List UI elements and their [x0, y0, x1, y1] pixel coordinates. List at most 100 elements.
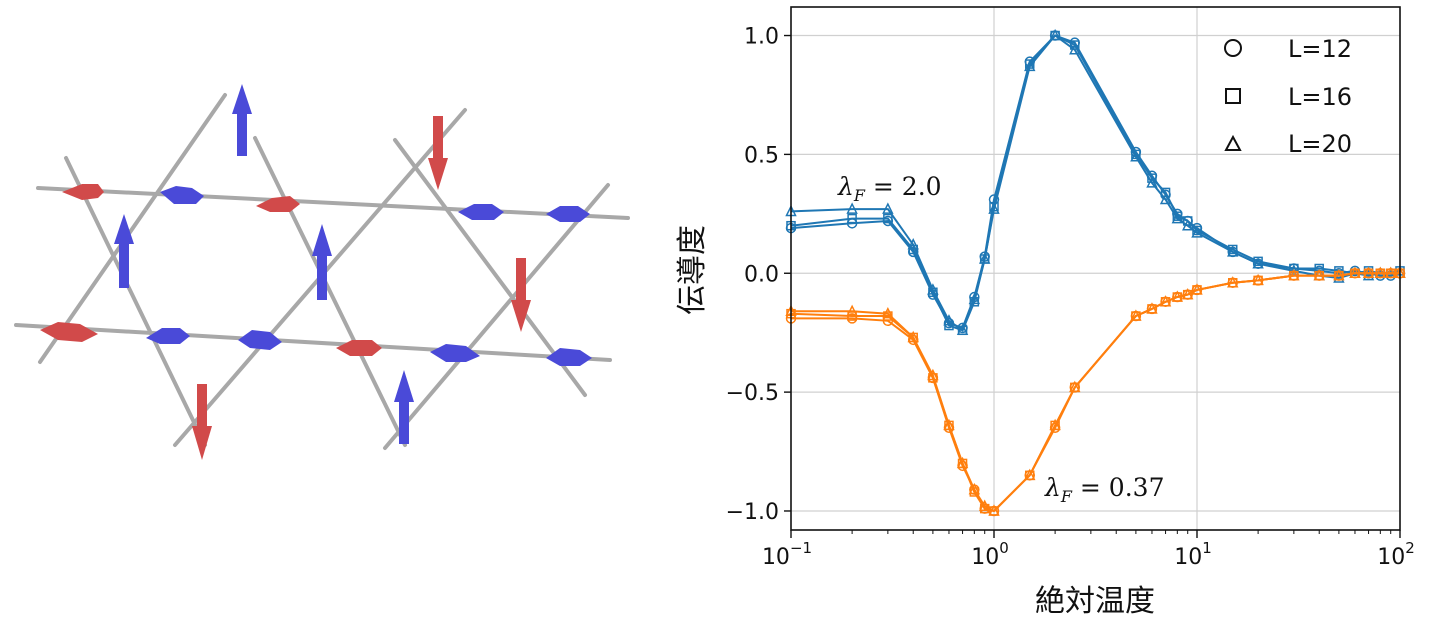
data-point-triangle — [978, 252, 991, 264]
x-axis-title: 絶対温度 — [1035, 584, 1155, 619]
data-point-triangle — [1024, 468, 1036, 481]
y-tick-label: 0.5 — [744, 143, 779, 168]
annotation-symbol: λ — [837, 172, 854, 201]
spin-in-plane-arrow — [256, 196, 300, 212]
data-point-triangle — [1227, 245, 1239, 257]
spin-down-arrow — [511, 258, 531, 332]
data-point-triangle — [927, 368, 939, 381]
data-point-triangle — [1362, 266, 1375, 279]
data-point-triangle — [1069, 380, 1081, 393]
data-point-triangle — [1384, 266, 1397, 279]
data-point-triangle — [927, 283, 939, 295]
spin-in-plane-arrow — [62, 184, 104, 200]
chart-series — [785, 28, 1406, 517]
data-point-triangle — [956, 323, 969, 336]
data-point-triangle — [1333, 271, 1345, 283]
data-point-triangle — [1146, 176, 1158, 188]
data-point-triangle — [1146, 302, 1158, 314]
data-point-triangle — [1159, 192, 1172, 205]
data-point-triangle — [882, 306, 894, 319]
data-point-triangle — [1227, 276, 1239, 288]
x-tick-base: 10 — [762, 545, 790, 570]
annotation-value: = 2.0 — [865, 172, 942, 201]
legend: L=12 L=16 L=20 — [1224, 35, 1352, 158]
x-tick-label: 101 — [1174, 539, 1212, 570]
spin-up-arrow — [114, 214, 134, 288]
data-point-triangle — [1069, 43, 1081, 55]
series-line — [790, 34, 1400, 332]
data-point-triangle — [1191, 283, 1203, 295]
y-tick-label: 1.0 — [744, 25, 779, 50]
spin-in-plane-arrow — [546, 348, 592, 366]
data-point-triangle — [907, 238, 919, 250]
x-tick-base: 10 — [1174, 545, 1202, 570]
data-point-triangle — [1313, 268, 1325, 281]
data-point-triangle — [1191, 226, 1203, 238]
kagome-spin-lattice — [14, 84, 630, 460]
data-point-triangle — [1171, 290, 1184, 302]
data-point-triangle — [1049, 28, 1061, 41]
data-point-triangle — [1288, 268, 1300, 281]
annotation-lambda-2: λF = 2.0 — [837, 172, 942, 205]
legend-label: L=12 — [1288, 35, 1352, 63]
data-point-triangle — [846, 304, 858, 317]
y-tick-label: −1.0 — [726, 500, 779, 525]
legend-label: L=16 — [1288, 83, 1352, 111]
spin-up-arrow — [394, 370, 414, 444]
chart-ticks: 1.00.50.0−0.5−1.010−1 100 101 102 — [726, 25, 1415, 570]
data-point-triangle — [988, 202, 1000, 214]
data-point-triangle — [943, 418, 955, 431]
legend-label: L=20 — [1288, 130, 1352, 158]
data-point-triangle — [1049, 418, 1061, 431]
data-point-triangle — [1181, 219, 1194, 231]
annotation-symbol: λ — [1044, 473, 1061, 502]
annotation-lambda-037: λF = 0.37 — [1044, 473, 1164, 506]
legend-marker-circle — [1224, 39, 1242, 57]
data-point-triangle — [968, 482, 981, 495]
spin-in-plane-arrow — [430, 344, 480, 362]
data-point-triangle — [1362, 268, 1375, 281]
data-point-triangle — [1159, 295, 1172, 307]
data-point-triangle — [907, 330, 919, 343]
spin-in-plane-arrow — [146, 328, 190, 344]
data-point-triangle — [956, 456, 969, 469]
y-tick-label: −0.5 — [726, 381, 779, 406]
data-point-triangle — [1181, 287, 1194, 300]
x-tick-base: 10 — [971, 545, 999, 570]
annotation-value: = 0.37 — [1072, 473, 1165, 502]
spin-in-plane-arrow — [238, 330, 282, 350]
data-point-triangle — [1252, 273, 1264, 286]
x-tick-base: 10 — [1377, 545, 1405, 570]
spin-in-plane-arrow — [546, 206, 590, 222]
x-tick-label: 10−1 — [762, 539, 812, 570]
spin-up-arrow — [312, 224, 332, 300]
spin-arrows — [40, 84, 592, 460]
data-point-triangle — [1130, 150, 1142, 162]
plot-frame — [790, 6, 1401, 531]
chart-grid — [791, 7, 1400, 530]
spin-down-arrow — [192, 384, 212, 460]
data-point-triangle — [1374, 266, 1387, 279]
data-point-triangle — [968, 292, 981, 305]
spin-in-plane-arrow — [458, 204, 504, 220]
x-tick-exponent: 1 — [1202, 539, 1212, 557]
y-axis-title: 伝導度 — [675, 225, 710, 315]
series-triangle — [785, 28, 1406, 336]
annotation-subscript: F — [853, 186, 866, 205]
data-point-square — [847, 213, 857, 224]
spin-down-arrow — [428, 116, 448, 190]
spin-in-plane-arrow — [160, 186, 204, 204]
x-tick-label: 102 — [1377, 539, 1415, 570]
data-point-triangle — [1252, 257, 1264, 269]
data-point-triangle — [1349, 266, 1361, 279]
legend-marker-square — [1225, 88, 1241, 104]
x-tick-exponent: 0 — [999, 539, 1009, 557]
x-tick-label: 100 — [971, 539, 1009, 570]
data-point-triangle — [1171, 211, 1184, 224]
spin-in-plane-arrow — [336, 340, 382, 356]
series-line — [791, 272, 1400, 513]
x-tick-exponent: −1 — [790, 539, 812, 557]
data-point-triangle — [846, 202, 858, 214]
data-point-triangle — [978, 499, 991, 511]
spin-in-plane-arrow — [40, 322, 98, 342]
